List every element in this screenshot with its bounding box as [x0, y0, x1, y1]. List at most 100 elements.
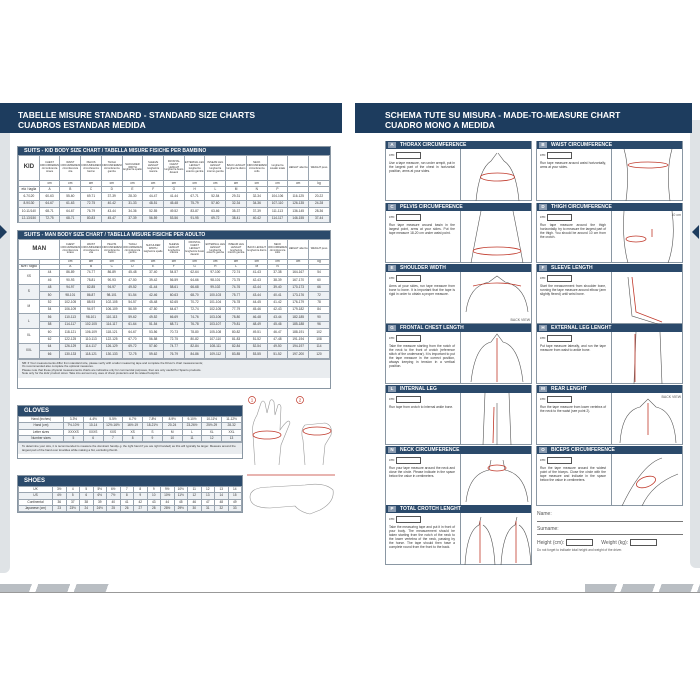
- table-cell: 24: [79, 504, 94, 513]
- cm-input[interactable]: [547, 457, 572, 464]
- table-cell: 28½: [160, 504, 175, 513]
- table-cell: 48-51: [142, 199, 165, 208]
- right-title: SCHEMA TUTE SU MISURA - MADE-TO-MEASURE …: [385, 110, 621, 120]
- measure-section-c: C PELVIS CIRCUMFERENCE cm: Run tape measure…: [385, 203, 532, 264]
- table-row: 66 130-133 118-121 130-133 72-75 59-62 76-79 84…: [19, 350, 330, 359]
- table-cell: 43-44: [100, 207, 123, 216]
- table-cell: 15: [227, 492, 242, 500]
- cm-label: cm:: [389, 153, 395, 157]
- table-cell: 41-43: [245, 268, 268, 278]
- table-cell: 194-197: [287, 342, 310, 352]
- cm-input[interactable]: [396, 152, 421, 159]
- cm-input[interactable]: [396, 396, 421, 403]
- table-cell: 104-106: [266, 192, 289, 201]
- table-cell: 52: [38, 298, 61, 307]
- body-illustration: [611, 454, 684, 507]
- cm-label: cm:: [389, 215, 395, 219]
- cm-input[interactable]: [396, 275, 421, 282]
- table-row: Japanese (cm) 23 23½ 24 24½ 25 26 27 28 28½ 29½ 30 3…: [18, 504, 242, 513]
- table-cell: 107-110: [204, 335, 227, 344]
- surname-field[interactable]: Surname:: [537, 522, 683, 535]
- cm-input[interactable]: [547, 214, 572, 221]
- table-cell: 49-52: [121, 283, 144, 293]
- name-field[interactable]: Name:: [537, 511, 683, 522]
- section-title: THORAX CIRCUMFERENCE: [400, 142, 467, 148]
- table-cell: 126-129: [59, 342, 82, 352]
- table-cell: 49-51: [245, 328, 268, 337]
- table-cell: 96: [308, 320, 330, 330]
- table-cell: 118-121: [100, 328, 123, 337]
- right-header: SCHEMA TUTE SU MISURA - MADE-TO-MEASURE …: [355, 103, 692, 133]
- section-header: N NECK CIRCUMFERENCE: [386, 446, 531, 454]
- body-illustration: [460, 149, 533, 202]
- marker-1-icon: [248, 396, 256, 404]
- cm-input[interactable]: [547, 396, 572, 403]
- table-cell: 67-71: [183, 192, 206, 201]
- column-header: INSEAM LEG LENGHT lunghezza interno gamb…: [225, 239, 247, 260]
- height-input[interactable]: [566, 539, 594, 546]
- table-cell: 26: [119, 504, 134, 513]
- section-header: C PELVIS CIRCUMFERENCE: [386, 203, 531, 211]
- measure-section-h: H EXTERNAL LEG LENGHT cm: Put tape measure …: [536, 324, 683, 385]
- man-size-chart: SUITS - MAN BODY SIZE CHART / TABELLA MI…: [17, 230, 331, 389]
- table-cell: 99-102: [204, 283, 227, 293]
- row-label: Hand (inches): [18, 415, 64, 424]
- table-cell: 69-72: [121, 342, 144, 352]
- table-cell: 62-65: [163, 298, 185, 307]
- table-cell: 176-179: [287, 298, 310, 307]
- section-title: TOTAL CROTCH LENGHT: [400, 506, 461, 512]
- table-cell: 57-60: [142, 342, 165, 352]
- table-cell: 88-93: [80, 298, 102, 307]
- cm-label: cm:: [540, 276, 546, 280]
- gloves-title: GLOVES: [18, 406, 242, 416]
- cm-input[interactable]: [547, 152, 572, 159]
- table-cell: 50: [38, 291, 61, 300]
- column-header: NECK CIRCUMFERENCE circonferenza collo: [266, 239, 289, 260]
- table-cell: 64-67: [163, 305, 185, 315]
- cm-input[interactable]: [547, 335, 572, 342]
- table-cell: 86-89: [100, 268, 123, 278]
- table-cell: 49: [227, 498, 242, 506]
- table-row: XXL 64 126-129 114-117 126-129 69-72 57-60 74-7…: [18, 342, 330, 359]
- table-cell: 56-59: [121, 305, 144, 315]
- table-cell: 23½: [65, 504, 80, 513]
- cm-input[interactable]: [396, 214, 421, 221]
- table-cell: 122-125: [100, 335, 123, 344]
- table-cell: 41-44: [142, 283, 165, 293]
- table-cell: 56-58: [142, 335, 165, 344]
- cm-input[interactable]: [396, 457, 421, 464]
- column-header: EXTERNAL LEG LENGHT lunghezza esterno ga…: [183, 155, 206, 181]
- section-title: SHOULDER WIDTH: [400, 265, 446, 271]
- column-header: WAIST CIRCUMFERENCE circonferenza vita: [59, 155, 82, 181]
- table-cell: 24-28: [308, 199, 330, 208]
- weight-label: Weight (kg):: [601, 539, 629, 546]
- table-cell: 126-135: [287, 199, 310, 208]
- table-cell: 51-52: [245, 335, 268, 344]
- table-row: 8-9/130 64-67 61-63 72-75 40-42 31-33 48-51 45-…: [18, 199, 330, 208]
- weight-input[interactable]: [630, 539, 658, 546]
- table-cell: 111-113: [266, 207, 289, 216]
- section-letter: F: [539, 265, 547, 271]
- table-cell: 76-79: [80, 207, 102, 216]
- name-label: Name:: [537, 511, 552, 517]
- table-cell: 49-52: [142, 313, 165, 322]
- figure-label: 10 cm: [671, 213, 681, 217]
- table-cell: 191-194: [287, 335, 310, 344]
- cm-label: cm:: [540, 397, 546, 401]
- table-cell: 44-47: [142, 192, 165, 201]
- cm-input[interactable]: [396, 516, 421, 523]
- marker-1-label: 1: [251, 398, 254, 403]
- row-label: Number sizes: [18, 434, 64, 443]
- table-cell: 8-9/130: [18, 199, 40, 208]
- cm-input[interactable]: [547, 275, 572, 282]
- section-letter: E: [388, 265, 396, 271]
- marker-2-label: 2: [299, 398, 302, 403]
- column-header: CHEST CIRCUMFERENCE circonferenza torace: [38, 155, 61, 181]
- left-header: TABELLE MISURE STANDARD - STANDARD SIZE …: [0, 103, 342, 133]
- table-cell: 46-47: [266, 328, 289, 337]
- table-cell: 61-64: [121, 320, 144, 330]
- left-footer-stripes: [0, 584, 112, 592]
- table-cell: 66-68: [183, 283, 206, 293]
- man-chart-title: SUITS - MAN BODY SIZE CHART / TABELLA MI…: [18, 231, 330, 239]
- cm-input[interactable]: [396, 335, 421, 342]
